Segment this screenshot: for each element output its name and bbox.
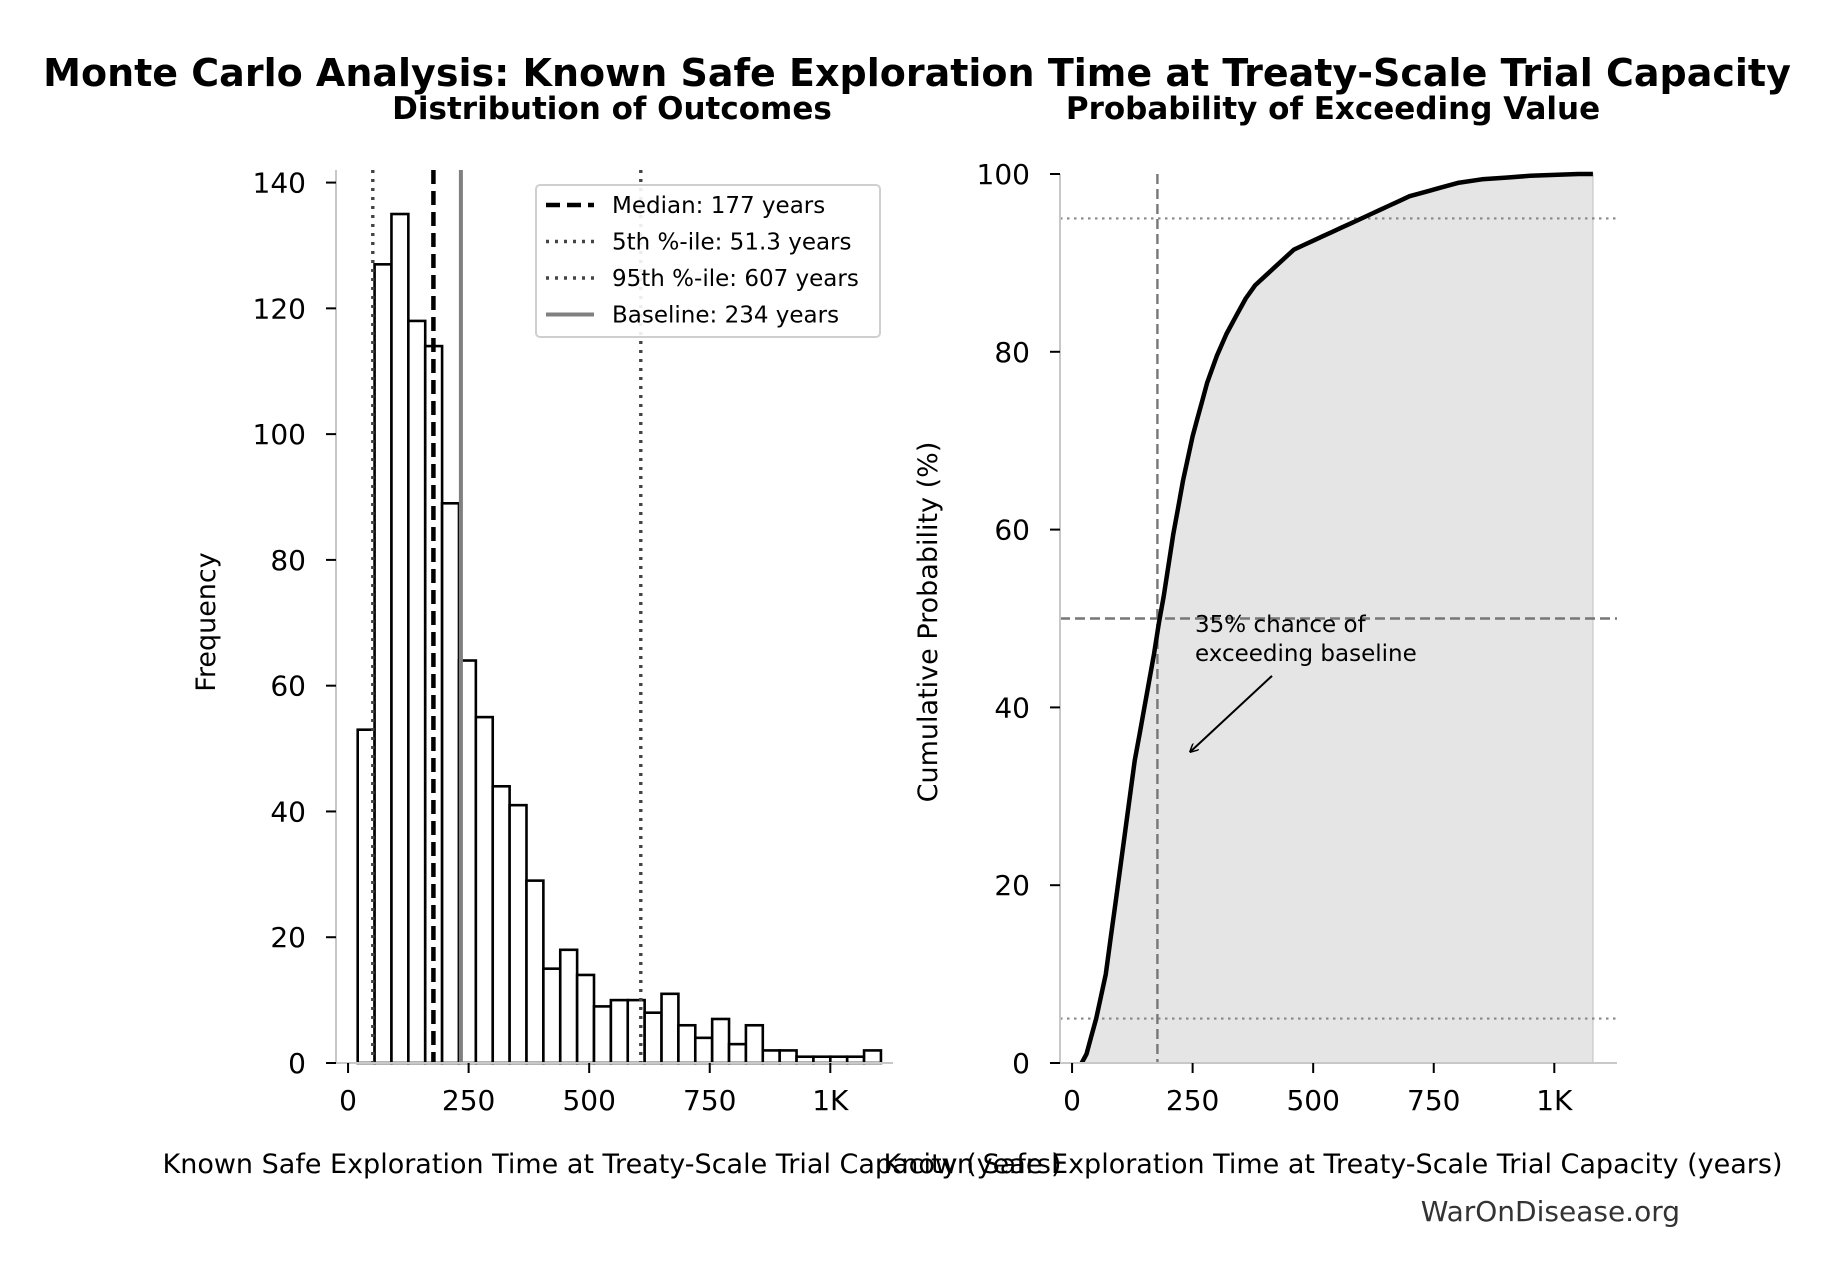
histogram-bar: [778, 1049, 798, 1065]
annotation-arrow: [1190, 675, 1273, 752]
histogram-bar: [609, 998, 630, 1065]
histogram-bar: [558, 948, 579, 1065]
cumulative-x-axis-label: Known Safe Exploration Time at Treaty-Sc…: [884, 1149, 1783, 1180]
watermark: WarOnDisease.org: [1421, 1195, 1680, 1228]
histogram-y-tick-label: 100: [253, 418, 306, 451]
cumulative-x-tick-label: 750: [1407, 1084, 1460, 1117]
annotation-text: 35% chance of exceeding baseline: [1195, 612, 1417, 667]
cumulative-y-tick-label: 80: [994, 336, 1030, 369]
baseline-annotation: 35% chance of exceeding baseline: [1190, 612, 1417, 752]
histogram-y-axis-label: Frequency: [191, 552, 222, 692]
legend-label: 95th %-ile: 607 years: [612, 266, 859, 292]
cumulative-x-tick-label: 500: [1286, 1084, 1339, 1117]
cumulative-y-tick-label: 20: [994, 869, 1030, 902]
histogram-legend: Median: 177 years 5th %-ile: 51.3 years 95…: [535, 184, 881, 338]
histogram-bar: [356, 728, 376, 1065]
histogram-y-tick-label: 20: [270, 921, 306, 954]
histogram-title: Distribution of Outcomes: [392, 91, 832, 127]
histogram-bar: [693, 1036, 714, 1065]
cumulative-x-tick-label: 250: [1166, 1084, 1219, 1117]
cumulative-title: Probability of Exceeding Value: [1066, 91, 1600, 127]
cumulative-panel: Probability of Exceeding Value 0 20 40 60 80…: [884, 91, 1783, 1180]
histogram-bar: [575, 973, 596, 1065]
cumulative-x-tick-label: 0: [1063, 1084, 1081, 1117]
histogram-bar: [727, 1042, 748, 1065]
legend-label: 5th %-ile: 51.3 years: [612, 230, 852, 256]
histogram-bar: [710, 1017, 731, 1065]
histogram-y-tick-label: 60: [270, 670, 306, 703]
cumulative-y-tick-label: 40: [994, 691, 1030, 724]
histogram-panel: Distribution of Outcomes 0 20 40 60 80 100 120…: [163, 91, 1062, 1180]
histogram-x-axis-label: Known Safe Exploration Time at Treaty-Sc…: [163, 1149, 1062, 1180]
histogram-bar: [542, 967, 562, 1065]
histogram-bar: [440, 502, 461, 1065]
histogram-x-tick-label: 500: [562, 1084, 615, 1117]
histogram-bar: [525, 879, 545, 1065]
histogram-x-tick-label: 250: [442, 1084, 495, 1117]
histogram-bar: [390, 212, 410, 1065]
figure-title: Monte Carlo Analysis: Known Safe Explora…: [43, 51, 1791, 95]
legend-box: [535, 184, 881, 338]
histogram-x-tick-label: 0: [339, 1084, 357, 1117]
histogram-bar: [761, 1049, 781, 1065]
histogram-bar: [677, 1023, 697, 1065]
cumulative-x-tick-label: 1K: [1536, 1084, 1573, 1117]
histogram-y-tick-label: 80: [270, 544, 306, 577]
cumulative-y-tick-label: 60: [994, 514, 1030, 547]
histogram-y-tick-label: 140: [253, 167, 306, 200]
histogram-bar: [862, 1049, 883, 1065]
histogram-bar: [373, 263, 393, 1065]
annotation-line: 35% chance of: [1195, 612, 1367, 638]
cumulative-y-axis-label: Cumulative Probability (%): [913, 442, 944, 803]
legend-label: Baseline: 234 years: [612, 303, 839, 329]
histogram-reference-lines: [371, 170, 643, 1063]
histogram-bar: [592, 1005, 613, 1065]
histogram-bar: [491, 784, 511, 1065]
histogram-bar: [508, 803, 528, 1065]
histogram-bar: [660, 992, 680, 1065]
histogram-x-tick-label: 750: [683, 1084, 736, 1117]
histogram-bars: [356, 212, 883, 1065]
histogram-x-tick-label: 1K: [812, 1084, 849, 1117]
histogram-bar: [643, 1011, 663, 1065]
cumulative-y-tick-label: 100: [977, 158, 1030, 191]
cumulative-y-tick-label: 0: [1012, 1047, 1030, 1080]
legend-label: Median: 177 years: [612, 193, 825, 219]
histogram-bar: [407, 319, 427, 1065]
histogram-bar: [744, 1023, 765, 1065]
cumulative-curve: [1079, 171, 1593, 1065]
histogram-y-tick-label: 0: [288, 1047, 306, 1080]
histogram-y-tick-label: 120: [253, 292, 306, 325]
histogram-bar: [474, 715, 495, 1065]
annotation-line: exceeding baseline: [1195, 641, 1417, 667]
histogram-axes: 0 20 40 60 80 100 120 140 0 250 500 750 1K: [253, 167, 893, 1117]
cumulative-axes: 0 20 40 60 80 100 0 250 500 750 1K: [977, 158, 1617, 1117]
histogram-y-tick-label: 40: [270, 795, 306, 828]
